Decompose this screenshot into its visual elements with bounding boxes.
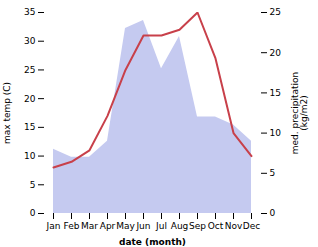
svg-text:Mar: Mar xyxy=(81,221,98,231)
svg-text:Jan: Jan xyxy=(46,221,61,231)
svg-text:Nov: Nov xyxy=(225,221,243,231)
svg-text:25: 25 xyxy=(270,7,281,17)
svg-text:10: 10 xyxy=(270,128,282,138)
svg-text:5: 5 xyxy=(30,180,36,190)
svg-text:15: 15 xyxy=(24,122,35,132)
svg-text:Jun: Jun xyxy=(135,221,150,231)
svg-text:Jul: Jul xyxy=(155,221,167,231)
svg-text:Feb: Feb xyxy=(64,221,80,231)
svg-text:med. precipitation(kg/m2): med. precipitation(kg/m2) xyxy=(290,72,309,154)
svg-text:10: 10 xyxy=(24,151,36,161)
svg-text:Dec: Dec xyxy=(243,221,260,231)
svg-text:20: 20 xyxy=(24,94,36,104)
svg-text:Oct: Oct xyxy=(208,221,224,231)
svg-text:Aug: Aug xyxy=(171,221,189,231)
svg-text:0: 0 xyxy=(30,208,36,218)
svg-text:15: 15 xyxy=(270,88,281,98)
svg-text:35: 35 xyxy=(24,7,35,17)
svg-text:25: 25 xyxy=(24,65,35,75)
svg-text:5: 5 xyxy=(270,168,276,178)
svg-text:date (month): date (month) xyxy=(119,237,186,247)
svg-text:Sep: Sep xyxy=(189,221,206,231)
svg-text:Apr: Apr xyxy=(100,221,116,231)
svg-text:May: May xyxy=(116,221,135,231)
svg-text:0: 0 xyxy=(270,208,276,218)
svg-text:20: 20 xyxy=(270,48,282,58)
svg-text:max temp (C): max temp (C) xyxy=(2,82,12,144)
svg-text:30: 30 xyxy=(24,36,36,46)
